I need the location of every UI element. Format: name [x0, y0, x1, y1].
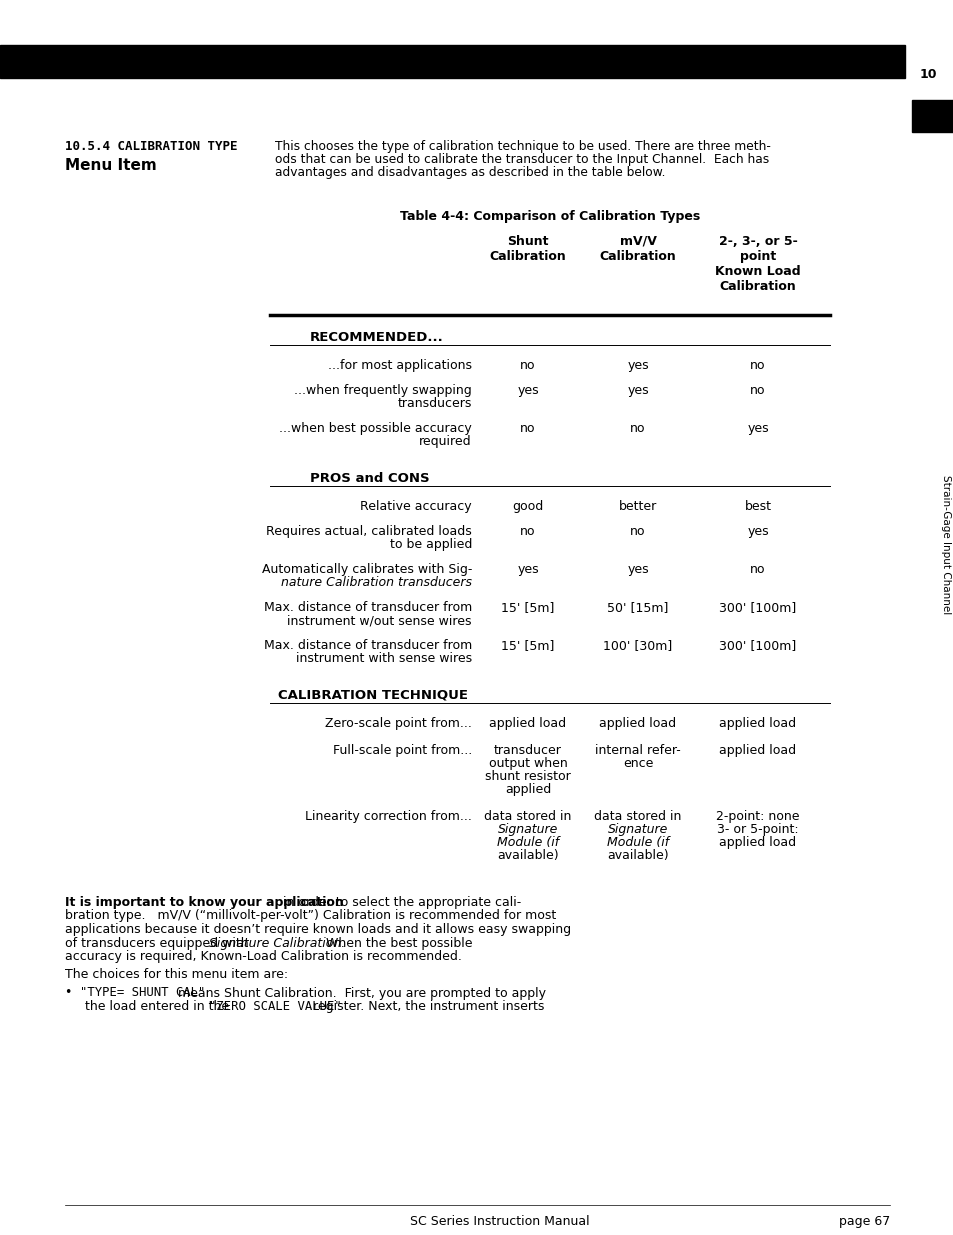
Text: available): available): [606, 848, 668, 862]
Text: 2-, 3-, or 5-
point
Known Load
Calibration: 2-, 3-, or 5- point Known Load Calibrati…: [715, 235, 800, 293]
Text: Max. distance of transducer from: Max. distance of transducer from: [263, 638, 472, 652]
Text: yes: yes: [626, 563, 648, 576]
Text: yes: yes: [517, 563, 538, 576]
Text: internal refer-: internal refer-: [595, 743, 680, 757]
Text: This chooses the type of calibration technique to be used. There are three meth-: This chooses the type of calibration tec…: [274, 140, 770, 153]
Text: "TYPE= SHUNT CAL": "TYPE= SHUNT CAL": [80, 987, 205, 999]
Text: •: •: [65, 987, 80, 999]
Text: Requires actual, calibrated loads: Requires actual, calibrated loads: [266, 525, 472, 538]
Text: good: good: [512, 500, 543, 513]
Text: Shunt
Calibration: Shunt Calibration: [489, 235, 566, 263]
Text: shunt resistor: shunt resistor: [485, 769, 570, 783]
Text: mV/V
Calibration: mV/V Calibration: [599, 235, 676, 263]
Text: Automatically calibrates with Sig-: Automatically calibrates with Sig-: [261, 563, 472, 576]
Text: 100' [30m]: 100' [30m]: [602, 638, 672, 652]
Text: no: no: [630, 422, 645, 435]
Text: Relative accuracy: Relative accuracy: [360, 500, 472, 513]
Text: data stored in: data stored in: [484, 810, 571, 823]
Text: Signature: Signature: [607, 823, 667, 836]
Text: PROS and CONS: PROS and CONS: [310, 472, 429, 485]
Text: the load entered in the: the load entered in the: [65, 1000, 233, 1013]
Text: SC Series Instruction Manual: SC Series Instruction Manual: [410, 1215, 589, 1228]
Text: no: no: [519, 359, 536, 372]
Text: ence: ence: [622, 757, 653, 769]
Text: yes: yes: [517, 384, 538, 396]
Text: transducer: transducer: [494, 743, 561, 757]
Text: yes: yes: [626, 384, 648, 396]
Text: Table 4-4: Comparison of Calibration Types: Table 4-4: Comparison of Calibration Typ…: [399, 210, 700, 224]
Text: 300' [100m]: 300' [100m]: [719, 601, 796, 614]
Text: yes: yes: [626, 359, 648, 372]
Text: yes: yes: [746, 422, 768, 435]
Text: required: required: [419, 435, 472, 448]
Text: of transducers equipped with: of transducers equipped with: [65, 936, 253, 950]
Text: Full-scale point from...: Full-scale point from...: [333, 743, 472, 757]
Text: applied load: applied load: [719, 836, 796, 848]
Text: 2-point: none: 2-point: none: [716, 810, 799, 823]
Text: to be applied: to be applied: [389, 538, 472, 551]
Text: RECOMMENDED...: RECOMMENDED...: [310, 331, 443, 345]
Text: 50' [15m]: 50' [15m]: [607, 601, 668, 614]
Bar: [911, 100, 953, 132]
Text: 3- or 5-point:: 3- or 5-point:: [717, 823, 798, 836]
Text: no: no: [630, 525, 645, 538]
Text: Linearity correction from...: Linearity correction from...: [305, 810, 472, 823]
Text: no: no: [749, 563, 765, 576]
Text: 10: 10: [919, 68, 936, 82]
Text: applied: applied: [504, 783, 551, 797]
Text: CALIBRATION TECHNIQUE: CALIBRATION TECHNIQUE: [277, 689, 468, 701]
Text: applications because it doesn’t require known loads and it allows easy swapping: applications because it doesn’t require …: [65, 923, 571, 936]
Text: Max. distance of transducer from: Max. distance of transducer from: [263, 601, 472, 614]
Text: Strain-Gage Input Channel: Strain-Gage Input Channel: [940, 475, 950, 615]
Text: 10.5.4 CALIBRATION TYPE: 10.5.4 CALIBRATION TYPE: [65, 140, 237, 153]
Text: ods that can be used to calibrate the transducer to the Input Channel.  Each has: ods that can be used to calibrate the tr…: [274, 153, 768, 165]
Text: When the best possible: When the best possible: [318, 936, 473, 950]
Text: register. Next, the instrument inserts: register. Next, the instrument inserts: [309, 1000, 544, 1013]
Text: available): available): [497, 848, 558, 862]
Text: ...when frequently swapping: ...when frequently swapping: [294, 384, 472, 396]
Text: output when: output when: [488, 757, 567, 769]
Text: Menu Item: Menu Item: [65, 158, 156, 173]
Text: applied load: applied load: [489, 718, 566, 730]
Text: instrument with sense wires: instrument with sense wires: [295, 652, 472, 664]
Text: applied load: applied load: [719, 743, 796, 757]
Text: It is important to know your application: It is important to know your application: [65, 897, 343, 909]
Text: accuracy is required, Known-Load Calibration is recommended.: accuracy is required, Known-Load Calibra…: [65, 950, 461, 963]
Text: nature Calibration transducers: nature Calibration transducers: [281, 576, 472, 589]
Text: bration type.   mV/V (“millivolt-per-volt”) Calibration is recommended for most: bration type. mV/V (“millivolt-per-volt”…: [65, 909, 556, 923]
Text: yes: yes: [746, 525, 768, 538]
Text: Signature: Signature: [497, 823, 558, 836]
Text: 15' [5m]: 15' [5m]: [500, 601, 554, 614]
Text: "ZERO SCALE VALUE": "ZERO SCALE VALUE": [209, 1000, 341, 1013]
Text: 15' [5m]: 15' [5m]: [500, 638, 554, 652]
Text: ...when best possible accuracy: ...when best possible accuracy: [279, 422, 472, 435]
Text: The choices for this menu item are:: The choices for this menu item are:: [65, 968, 288, 982]
Text: means Shunt Calibration.  First, you are prompted to apply: means Shunt Calibration. First, you are …: [174, 987, 546, 999]
Text: better: better: [618, 500, 657, 513]
Text: no: no: [749, 384, 765, 396]
Text: 300' [100m]: 300' [100m]: [719, 638, 796, 652]
Text: transducers: transducers: [397, 396, 472, 410]
Text: Signature Calibration.: Signature Calibration.: [209, 936, 345, 950]
Text: page 67: page 67: [838, 1215, 889, 1228]
Text: applied load: applied load: [719, 718, 796, 730]
Text: best: best: [743, 500, 771, 513]
Text: no: no: [749, 359, 765, 372]
Text: applied load: applied load: [598, 718, 676, 730]
Text: data stored in: data stored in: [594, 810, 681, 823]
Text: ...for most applications: ...for most applications: [328, 359, 472, 372]
Text: Zero-scale point from...: Zero-scale point from...: [325, 718, 472, 730]
Text: in order to select the appropriate cali-: in order to select the appropriate cali-: [278, 897, 520, 909]
Text: no: no: [519, 422, 536, 435]
Text: Module (if: Module (if: [606, 836, 668, 848]
Text: instrument w/out sense wires: instrument w/out sense wires: [287, 614, 472, 627]
Text: no: no: [519, 525, 536, 538]
Bar: [0, 44, 904, 78]
Text: advantages and disadvantages as described in the table below.: advantages and disadvantages as describe…: [274, 165, 665, 179]
Text: Module (if: Module (if: [497, 836, 558, 848]
